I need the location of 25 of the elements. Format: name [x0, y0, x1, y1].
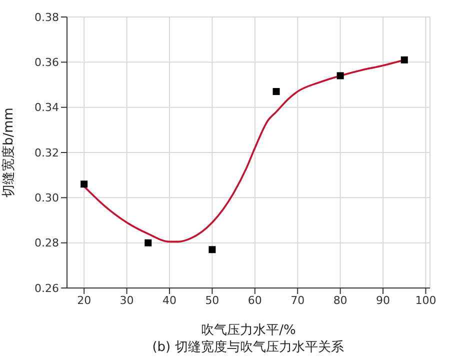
y-tick-label: 0.28: [34, 236, 59, 250]
point: [272, 88, 280, 96]
y-axis-title: 切缝宽度b/mm: [0, 108, 17, 198]
y-tick-label: 0.30: [34, 192, 59, 205]
y-tick-label: 0.34: [34, 101, 59, 114]
x-tick-label: 40: [162, 294, 176, 307]
y-tick-label: 0.36: [34, 56, 59, 70]
x-tick-label: 20: [77, 294, 92, 307]
x-tick-label: 50: [205, 294, 220, 307]
y-tick-label: 0.26: [34, 282, 59, 295]
x-tick-label: 60: [248, 294, 262, 307]
point: [400, 56, 408, 64]
y-tick-label: 0.32: [34, 146, 59, 160]
point: [80, 180, 88, 188]
point: [208, 246, 216, 254]
point: [144, 239, 152, 246]
x-axis-title: 吹气压力水平/%: [201, 323, 296, 338]
x-tick-label: 90: [376, 294, 390, 307]
x-tick-label: 30: [120, 294, 134, 307]
x-tick-label: 100: [415, 294, 436, 307]
point: [336, 72, 344, 80]
y-tick-label: 0.38: [34, 10, 59, 24]
x-tick-label: 70: [290, 294, 305, 307]
text: (b) 切缝宽度与吹气压力水平关系: [151, 339, 345, 356]
x-tick-label: 80: [333, 294, 348, 307]
